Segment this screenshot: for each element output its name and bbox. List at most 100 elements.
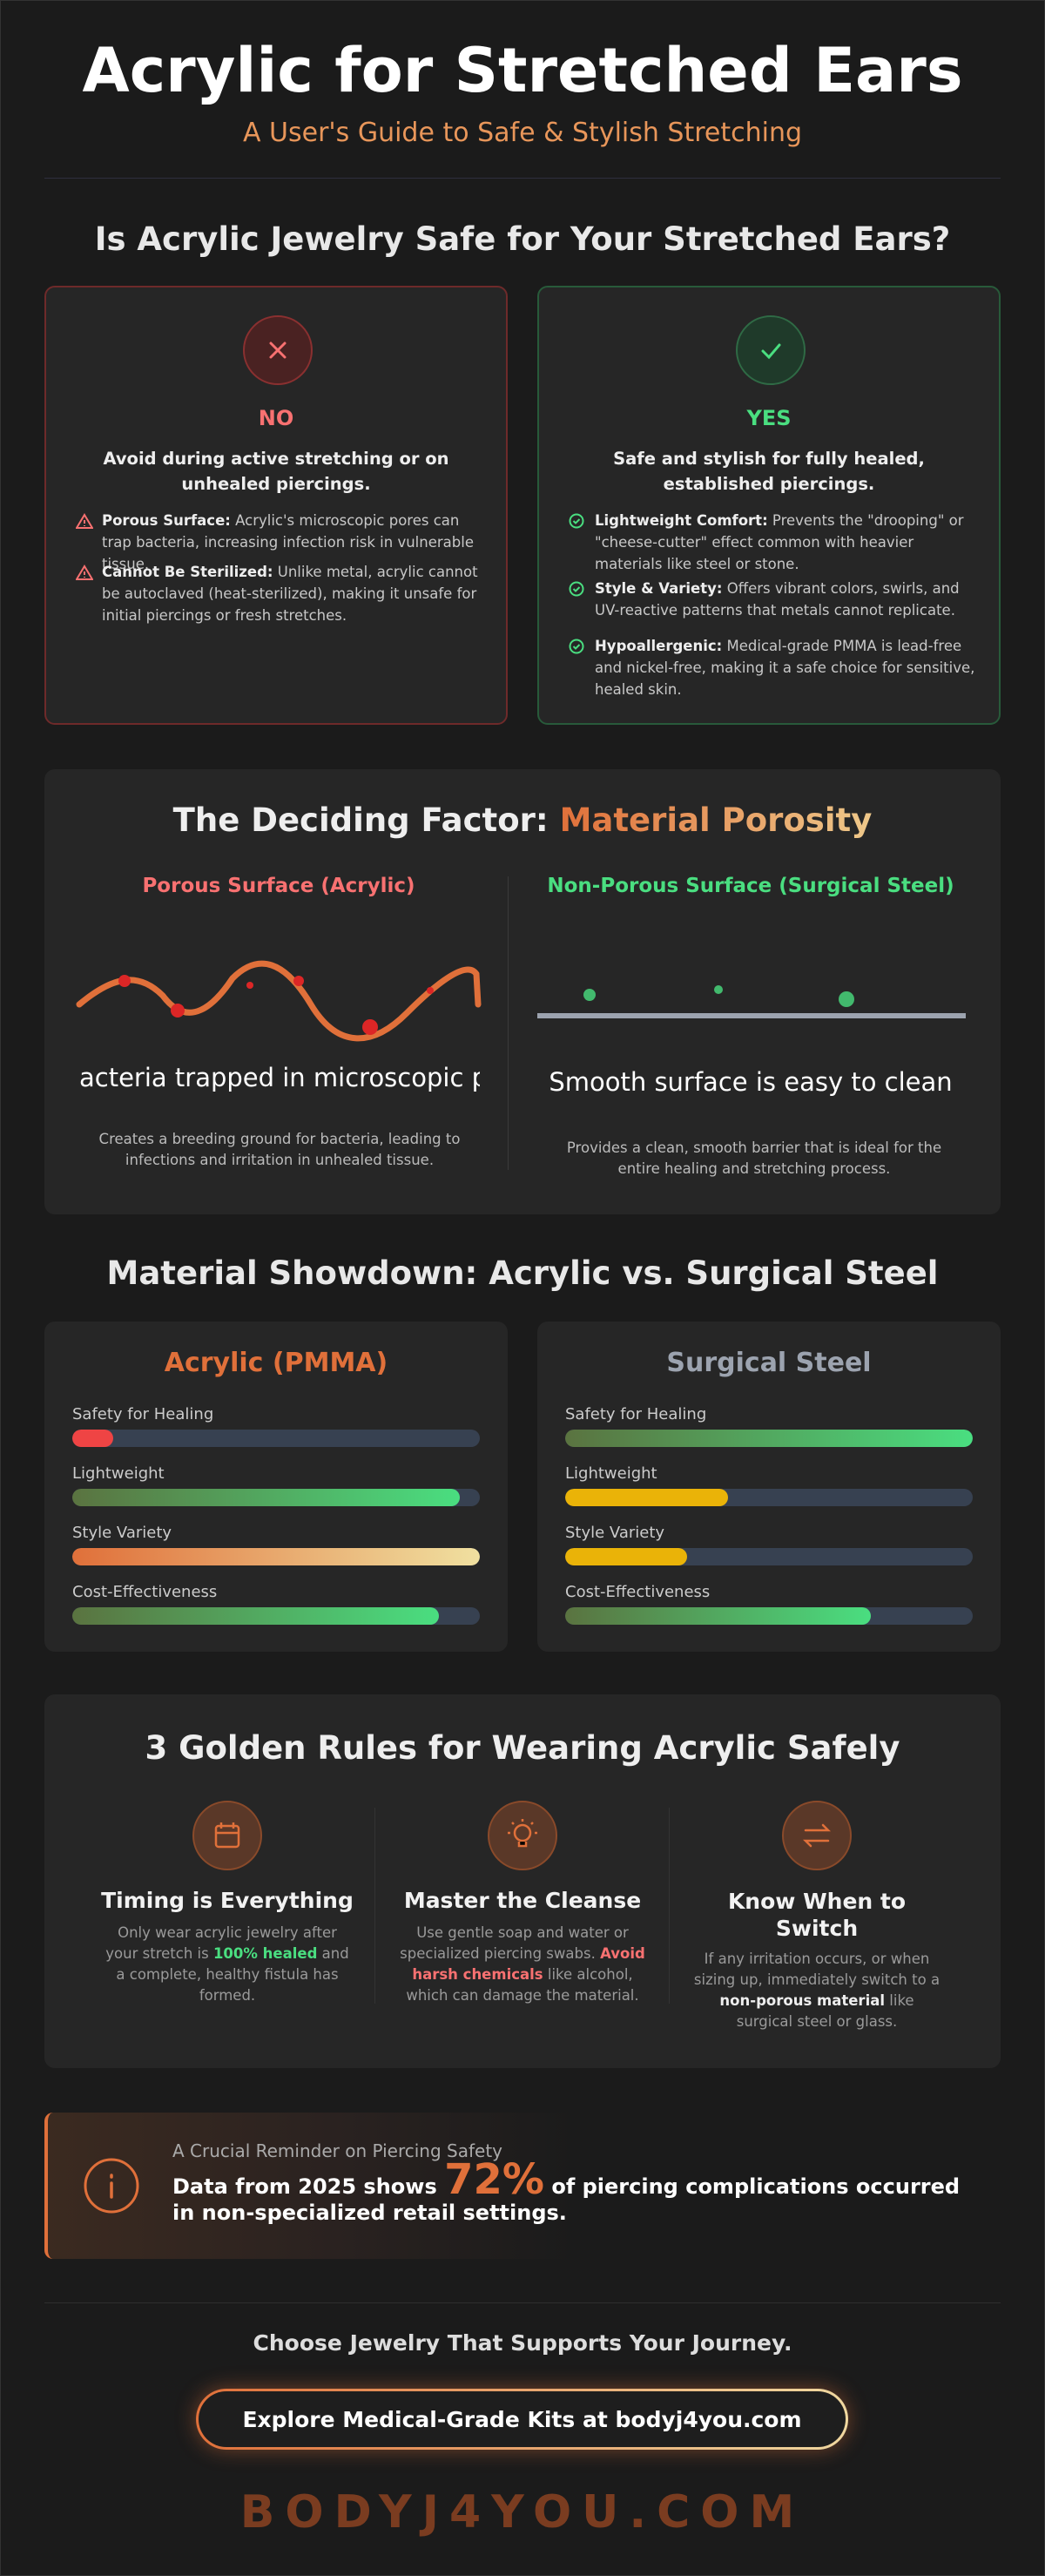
item-label: Cannot Be Sterilized: — [102, 564, 273, 580]
rating-bar — [565, 1607, 871, 1625]
rating-track — [565, 1489, 973, 1506]
benefit-item: Lightweight Comfort: Prevents the "droop… — [569, 510, 978, 575]
rating-track — [72, 1430, 480, 1447]
risk-item: Cannot Be Sterilized: Unlike metal, acry… — [76, 561, 485, 626]
rating-bar — [565, 1430, 973, 1447]
rating-track — [72, 1607, 480, 1625]
rating-label: Style Variety — [72, 1524, 172, 1542]
rating-label: Cost-Effectiveness — [565, 1583, 711, 1601]
risk-item: Porous Surface: Acrylic's microscopic po… — [76, 510, 485, 575]
title: Acrylic for Stretched Ears — [82, 35, 963, 106]
bulb-icon — [488, 1801, 557, 1870]
rule-text: and a complete, healthy fistula has form… — [116, 1945, 349, 2004]
item-label: Porous Surface: — [102, 512, 231, 529]
item-label: Style & Variety: — [595, 580, 723, 597]
item-text: Prevents the "drooping" or "cheese-cutte… — [595, 512, 964, 572]
verdict: YES — [746, 406, 792, 430]
porosity-panel: The Deciding Factor: Material Porosity P… — [44, 769, 1001, 1214]
item-label: Lightweight Comfort: — [595, 512, 768, 529]
rule-highlight: 100% healed — [212, 1945, 318, 1962]
porous-caption: acteria trapped in microscopic pit — [79, 1063, 480, 1092]
rating-track — [72, 1548, 480, 1565]
card-title: Surgical Steel — [666, 1348, 872, 1378]
rule-text: like alcohol, which can damage the mater… — [406, 1966, 639, 2004]
rule-text: Use gentle soap and water or specialized… — [400, 1924, 629, 1962]
rating-track — [565, 1607, 973, 1625]
benefit-item: Hypoallergenic: Medical-grade PMMA is le… — [569, 635, 978, 700]
item-text: Medical-grade PMMA is lead-free and nick… — [595, 638, 975, 698]
comparison-card: Surgical Steel Safety for Healing Lightwe… — [537, 1322, 1001, 1652]
column-title: Porous Surface (Acrylic) — [142, 875, 415, 897]
section-heading: Material Showdown: Acrylic vs. Surgical … — [106, 1254, 939, 1292]
item-label: Hypoallergenic: — [595, 638, 723, 654]
cta-label[interactable]: Explore Medical-Grade Kits at bodyj4you.… — [199, 2391, 846, 2447]
column-title: Non-Porous Surface (Surgical Steel) — [547, 875, 954, 897]
reminder-part: of piercing complications occurred in no… — [172, 2174, 961, 2225]
heading-highlight: Material Porosity — [559, 801, 873, 839]
yes-icon — [736, 315, 806, 385]
rating-label: Safety for Healing — [565, 1405, 707, 1423]
rating-track — [72, 1489, 480, 1506]
rating-track — [565, 1430, 973, 1447]
section-heading: 3 Golden Rules for Wearing Acrylic Safel… — [145, 1729, 900, 1767]
item-text: Offers vibrant colors, swirls, and UV-re… — [595, 580, 960, 619]
reminder-box: A Crucial Reminder on Piercing Safety Da… — [44, 2113, 1001, 2259]
tagline: Choose Jewelry That Supports Your Journe… — [253, 2330, 792, 2356]
rule-highlight: Avoid harsh chemicals — [412, 1945, 645, 1983]
benefit-item: Style & Variety: Offers vibrant colors, … — [569, 578, 978, 621]
switch-icon — [782, 1801, 852, 1870]
cta-button[interactable]: Explore Medical-Grade Kits at bodyj4you.… — [196, 2389, 848, 2450]
rating-bar — [565, 1548, 688, 1565]
rule-text: If any irritation occurs, or when sizing… — [693, 1951, 940, 1988]
column-divider — [508, 876, 509, 1170]
rating-bar — [72, 1430, 113, 1447]
info-icon — [84, 2158, 139, 2214]
comparison-card: Acrylic (PMMA) Safety for Healing Lightwe… — [44, 1322, 508, 1652]
rating-label: Style Variety — [565, 1524, 665, 1542]
rule-title: Master the Cleanse — [403, 1888, 642, 1913]
rule-text: like surgical steel or glass. — [736, 1992, 914, 2030]
summary: Safe and stylish for fully healed, estab… — [613, 449, 925, 494]
rating-label: Cost-Effectiveness — [72, 1583, 218, 1601]
rule-title: Know When to Switch — [727, 1889, 907, 1941]
column-description: Provides a clean, smooth barrier that is… — [566, 1139, 942, 1177]
verdict: NO — [258, 406, 294, 430]
reminder-kicker: A Crucial Reminder on Piercing Safety — [172, 2140, 503, 2161]
rule-text: Only wear acrylic jewelry after your str… — [105, 1924, 337, 1962]
summary: Avoid during active stretching or on unh… — [103, 449, 449, 494]
smooth-caption: Smooth surface is easy to clean — [549, 1067, 953, 1097]
card-title: Acrylic (PMMA) — [164, 1348, 388, 1378]
rule-body: Use gentle soap and water or specialized… — [396, 1923, 649, 2006]
reminder-part: Data from 2025 shows — [172, 2174, 445, 2199]
smooth-illustration — [537, 985, 966, 1018]
rule-highlight: non-porous material — [719, 1992, 886, 2009]
calendar-icon — [192, 1801, 262, 1870]
column-description: Creates a breeding ground for bacteria, … — [98, 1131, 461, 1168]
section-heading: The Deciding Factor: Material Porosity — [44, 801, 1001, 839]
rating-track — [565, 1548, 973, 1565]
divider — [44, 2302, 1001, 2303]
rating-bar — [72, 1548, 480, 1565]
rules-panel: 3 Golden Rules for Wearing Acrylic Safel… — [44, 1694, 1001, 2068]
rule-body: If any irritation occurs, or when sizing… — [691, 1949, 943, 2032]
rating-label: Lightweight — [565, 1464, 657, 1483]
yes-card: YES Safe and stylish for fully healed, e… — [537, 286, 1001, 725]
rating-bar — [72, 1607, 440, 1625]
section-heading: Is Acrylic Jewelry Safe for Your Stretch… — [94, 220, 951, 258]
rating-label: Lightweight — [72, 1464, 165, 1483]
heading-text: The Deciding Factor: — [172, 801, 549, 839]
item-text: Acrylic's microscopic pores can trap bac… — [102, 512, 474, 572]
brand: BODYJ4YOU.COM — [239, 2486, 806, 2539]
no-icon — [243, 315, 313, 385]
item-text: Unlike metal, acrylic cannot be autoclav… — [102, 564, 478, 624]
subtitle: A User's Guide to Safe & Stylish Stretch… — [242, 118, 803, 148]
rating-bar — [565, 1489, 729, 1506]
divider — [44, 178, 1001, 179]
rating-bar — [72, 1489, 460, 1506]
reminder-stat: 72% — [444, 2155, 544, 2204]
column-divider — [374, 1808, 375, 2004]
rating-label: Safety for Healing — [72, 1405, 214, 1423]
column-divider — [669, 1808, 670, 2004]
